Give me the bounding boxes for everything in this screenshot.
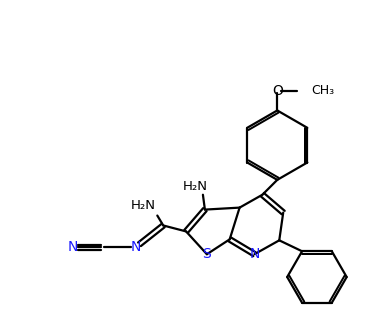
Text: N: N — [68, 240, 78, 254]
Text: N: N — [249, 247, 260, 261]
Text: S: S — [203, 247, 211, 261]
Text: CH₃: CH₃ — [311, 84, 334, 97]
Text: N: N — [130, 240, 141, 254]
Text: O: O — [272, 84, 283, 97]
Text: H₂N: H₂N — [131, 199, 156, 212]
Text: H₂N: H₂N — [183, 180, 208, 193]
